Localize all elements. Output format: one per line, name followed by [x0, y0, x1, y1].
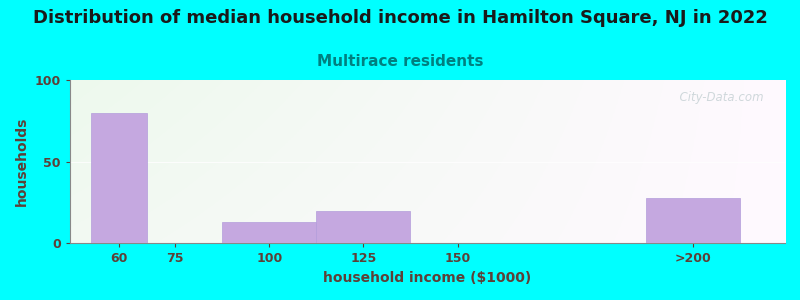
Y-axis label: households: households — [15, 117, 29, 206]
Text: City-Data.com: City-Data.com — [672, 92, 763, 104]
Bar — [316, 211, 410, 243]
Bar — [222, 222, 316, 243]
Bar — [646, 198, 740, 243]
X-axis label: household income ($1000): household income ($1000) — [323, 271, 531, 285]
Bar — [90, 113, 147, 243]
Text: Distribution of median household income in Hamilton Square, NJ in 2022: Distribution of median household income … — [33, 9, 767, 27]
Text: Multirace residents: Multirace residents — [317, 54, 483, 69]
